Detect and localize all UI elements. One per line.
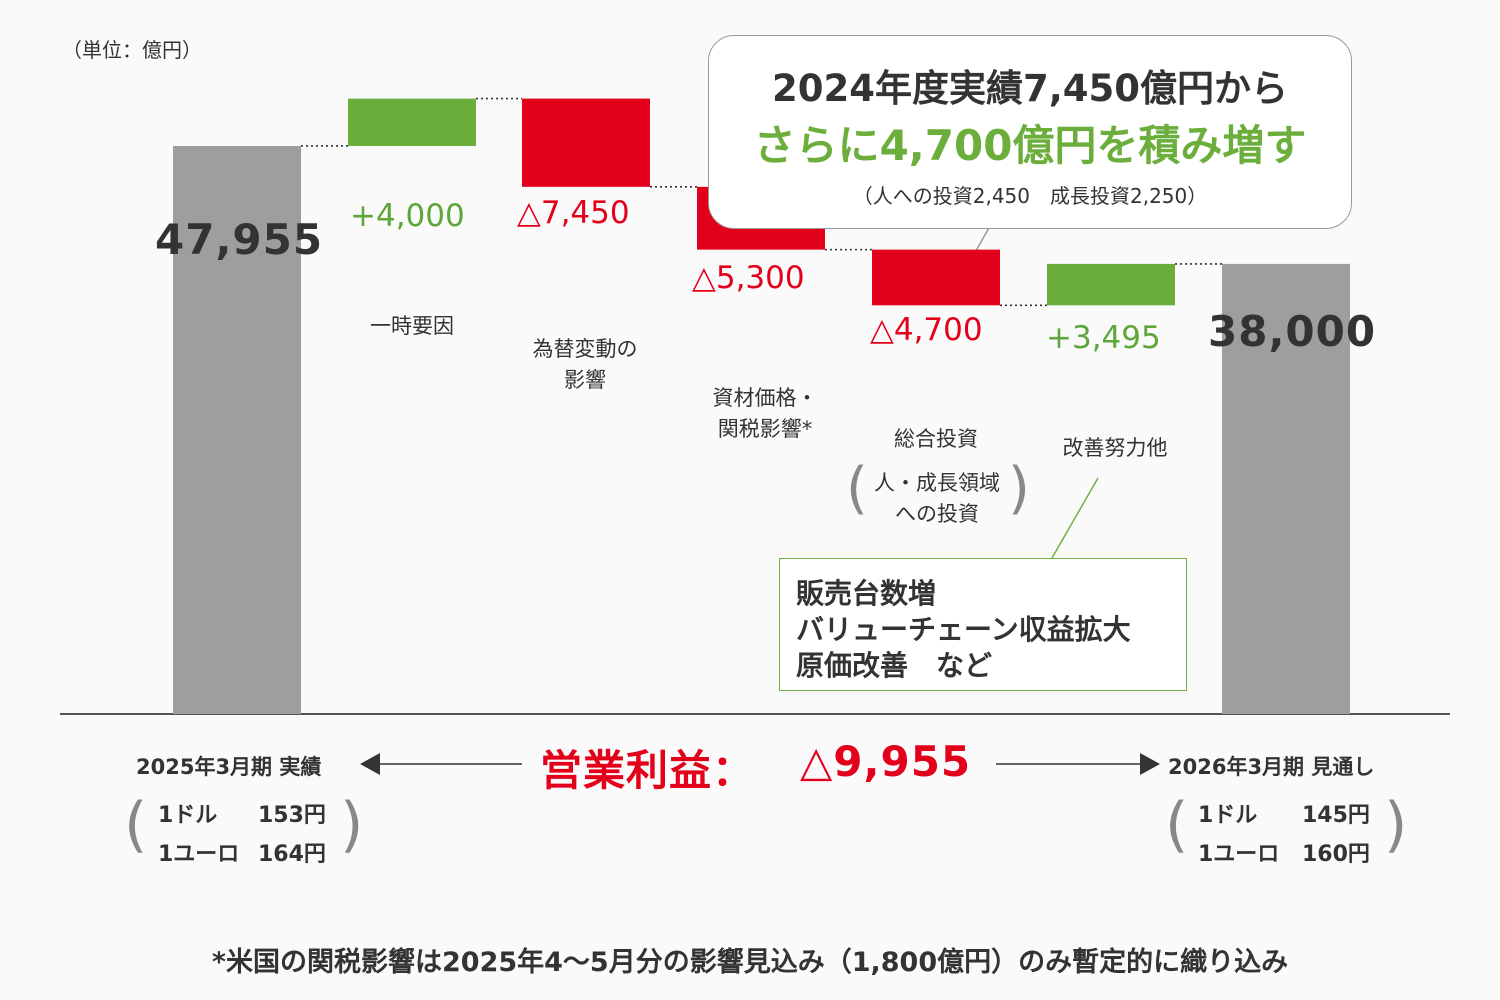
investment-open-paren: ( (846, 456, 868, 521)
one-time-value: +4,000 (350, 198, 465, 234)
materials-value: △5,300 (692, 260, 805, 296)
investment-close-paren: ) (1008, 456, 1030, 521)
bar-5-increase (1047, 263, 1175, 306)
bar-1-increase (348, 98, 476, 146)
left-fx-eur-label: 1ユーロ (158, 842, 240, 867)
bar-6-total (1222, 263, 1350, 714)
right-fx-eur-label: 1ユーロ (1198, 842, 1280, 867)
improvement-note-line-3: 原価改善 など (796, 649, 993, 682)
left-fx-usd-value: 153円 (258, 803, 326, 828)
improvement-note-line-2: バリューチェーン収益拡大 (796, 613, 1131, 646)
category-label-line: への投資 (895, 502, 979, 526)
footnote: *米国の関税影響は2025年4～5月分の影響見込み（1,800億円）のみ暫定的に… (211, 947, 1289, 978)
left-fx-eur-value: 164円 (258, 842, 326, 867)
category-label-improvement: 改善努力他 (1040, 433, 1190, 464)
category-label-line: 関税影響* (717, 417, 813, 441)
operating-profit-value: △9,955 (800, 737, 972, 786)
bar-2-decrease (522, 98, 650, 187)
right-period-label: 2026年3月期 見通し (1168, 755, 1375, 779)
left-period-label: 2025年3月期 実績 (136, 755, 322, 779)
left-fx-close-paren: ) (340, 790, 364, 860)
callout-line-1: 2024年度実績7,450億円から (771, 67, 1288, 110)
category-label-investment-sub: 人・成長領域 への投資 (862, 468, 1012, 530)
right-fx-open-paren: ( (1165, 790, 1189, 860)
improvement-value: +3,495 (1046, 320, 1161, 356)
green-note-pointer (1051, 477, 1099, 559)
category-label-line: 人・成長領域 (874, 471, 1000, 495)
right-fx-close-paren: ) (1384, 790, 1408, 860)
improvement-note-line-1: 販売台数増 (796, 577, 937, 610)
end-total-value: 38,000 (1208, 307, 1377, 356)
bar-4-decrease (872, 249, 1000, 306)
category-label-line: 一時要因 (370, 314, 454, 338)
right-arrow-head (1140, 753, 1160, 775)
left-arrow-head (360, 753, 380, 775)
category-label-line: 改善努力他 (1062, 436, 1168, 460)
category-label-line: 資材価格・ (712, 386, 818, 410)
category-label-fx: 為替変動の 影響 (505, 334, 665, 396)
improvement-note-box (779, 558, 1187, 691)
start-total-value: 47,955 (155, 215, 324, 264)
right-fx-usd-value: 145円 (1302, 803, 1370, 828)
left-fx-usd-label: 1ドル (158, 803, 218, 828)
unit-label: （単位：億円） (62, 38, 202, 62)
callout-line-3: （人への投資2,450 成長投資2,250） (852, 184, 1208, 208)
category-label-investment: 総合投資 (894, 427, 978, 451)
category-label-one-time: 一時要因 (348, 311, 476, 342)
operating-profit-label: 営業利益： (540, 746, 756, 795)
callout-line-2: さらに4,700億円を積み増す (753, 121, 1307, 170)
fx-value: △7,450 (517, 195, 630, 231)
callout-box (708, 35, 1352, 229)
bar-0-total (173, 145, 301, 714)
category-label-materials: 資材価格・ 関税影響* (690, 383, 840, 445)
investment-value: △4,700 (870, 312, 983, 348)
right-fx-eur-value: 160円 (1302, 842, 1370, 867)
category-label-line: 為替変動の (532, 337, 638, 361)
right-fx-usd-label: 1ドル (1198, 803, 1258, 828)
category-label-line: 影響 (564, 368, 606, 392)
left-fx-open-paren: ( (124, 790, 148, 860)
